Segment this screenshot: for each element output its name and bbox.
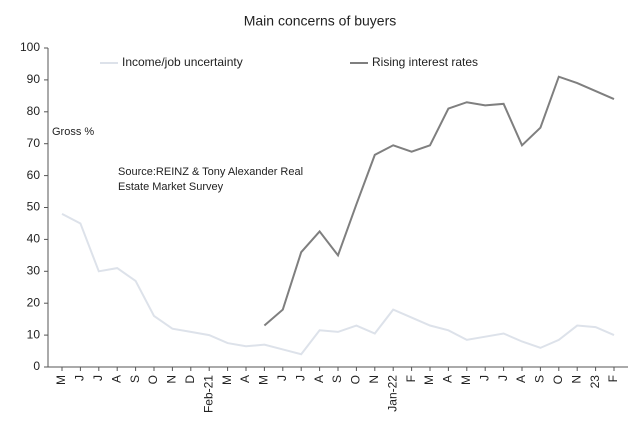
- y-axis-label: Gross %: [52, 126, 94, 138]
- x-tick-label: A: [238, 375, 252, 383]
- x-tick-label: J: [73, 375, 87, 381]
- x-tick-label: A: [514, 375, 528, 383]
- x-tick-label: D: [183, 375, 197, 384]
- x-tick-label: N: [569, 375, 583, 384]
- legend-label: Income/job uncertainty: [122, 55, 243, 69]
- y-tick-label: 20: [27, 295, 41, 309]
- y-tick-label: 50: [27, 200, 41, 214]
- y-tick-label: 40: [27, 232, 41, 246]
- x-tick-label: F: [606, 375, 620, 382]
- x-tick-label: M: [459, 375, 473, 385]
- y-tick-label: 60: [27, 168, 41, 182]
- x-tick-label: J: [496, 375, 510, 381]
- y-tick-label: 90: [27, 72, 41, 86]
- x-tick-label: O: [146, 375, 160, 384]
- x-tick-label: Jan-22: [385, 375, 399, 412]
- y-tick-label: 10: [27, 327, 41, 341]
- x-tick-label: S: [330, 375, 344, 383]
- x-tick-label: S: [533, 375, 547, 383]
- y-tick-label: 0: [33, 359, 40, 373]
- x-tick-label: O: [551, 375, 565, 384]
- x-tick-label: J: [477, 375, 491, 381]
- y-tick-label: 30: [27, 263, 41, 277]
- x-tick-label: M: [257, 375, 271, 385]
- x-tick-label: M: [220, 375, 234, 385]
- x-tick-label: 23: [588, 375, 602, 389]
- x-tick-label: M: [422, 375, 436, 385]
- x-tick-label: N: [367, 375, 381, 384]
- x-tick-label: M: [54, 375, 68, 385]
- x-tick-label: A: [109, 375, 123, 383]
- x-tick-label: F: [404, 375, 418, 382]
- x-tick-label: J: [275, 375, 289, 381]
- y-tick-label: 100: [20, 40, 40, 54]
- y-tick-label: 70: [27, 136, 41, 150]
- x-tick-label: J: [91, 375, 105, 381]
- chart-title: Main concerns of buyers: [244, 13, 397, 29]
- series-line: [263, 75, 615, 327]
- y-tick-label: 80: [27, 104, 41, 118]
- legend-label: Rising interest rates: [372, 55, 478, 69]
- annotation: Source:REINZ & Tony Alexander Real: [118, 166, 303, 178]
- x-tick-label: O: [349, 375, 363, 384]
- x-tick-label: S: [128, 375, 142, 383]
- x-tick-label: J: [293, 375, 307, 381]
- x-tick-label: A: [441, 375, 455, 383]
- x-tick-label: N: [165, 375, 179, 384]
- annotation: Estate Market Survey: [118, 181, 224, 193]
- series-line: [61, 212, 615, 356]
- x-tick-label: A: [312, 375, 326, 383]
- x-tick-label: Feb-21: [201, 375, 215, 413]
